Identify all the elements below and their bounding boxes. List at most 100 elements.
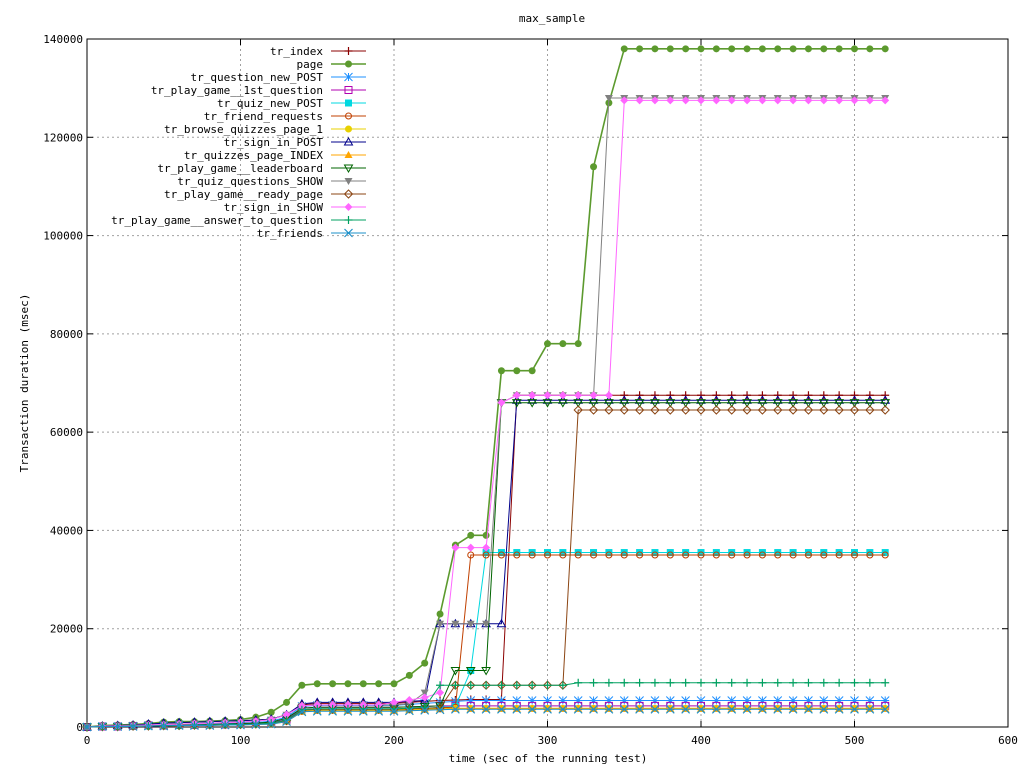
legend-label: tr_index — [270, 45, 323, 58]
data-point — [697, 549, 705, 557]
series-tr_friends — [82, 704, 890, 732]
data-point — [682, 45, 690, 53]
data-point — [420, 705, 430, 715]
data-point — [558, 680, 568, 690]
data-point — [174, 721, 184, 730]
data-point — [482, 620, 491, 628]
data-point — [681, 678, 690, 687]
data-point — [773, 696, 783, 705]
data-point — [758, 45, 766, 53]
data-point — [850, 678, 859, 687]
legend-marker — [345, 99, 352, 107]
data-point — [466, 696, 476, 705]
y-tick-label: 120000 — [43, 131, 83, 144]
data-point — [590, 549, 598, 557]
y-tick-label: 140000 — [43, 33, 83, 46]
data-point — [588, 405, 599, 415]
data-point — [680, 405, 691, 415]
data-point — [711, 405, 722, 415]
data-point — [574, 391, 583, 400]
data-point — [789, 96, 798, 105]
data-point — [573, 399, 584, 408]
data-point — [820, 45, 828, 53]
y-tick-label: 20000 — [50, 623, 83, 636]
data-point — [850, 704, 859, 712]
data-point — [774, 45, 782, 53]
data-point — [804, 704, 813, 714]
data-point — [820, 551, 828, 559]
data-point — [803, 405, 814, 415]
data-point — [789, 704, 798, 712]
data-point — [881, 549, 889, 557]
data-point — [834, 405, 844, 415]
legend-marker — [343, 164, 354, 174]
legend-marker — [344, 228, 353, 238]
legend-label: tr_quiz_new_POST — [217, 97, 323, 110]
data-point — [466, 680, 476, 690]
data-point — [696, 405, 706, 415]
y-axis-title: Transaction duration (msec) — [18, 294, 31, 473]
legend-entry: tr_friend_requests — [204, 110, 366, 123]
data-point — [666, 551, 674, 559]
data-point — [604, 678, 613, 687]
legend-entry: tr_sign_in_POST — [224, 136, 366, 149]
x-axis-title: time (sec of the running test) — [449, 752, 648, 765]
data-point — [451, 681, 460, 690]
legend-entry: tr_friends — [257, 227, 366, 240]
legend-label: tr_play_game__ready_page — [164, 188, 323, 201]
data-point — [712, 704, 721, 712]
data-point — [651, 45, 659, 53]
data-point — [712, 678, 721, 687]
data-point — [712, 45, 720, 53]
legend-label: tr_quiz_questions_SHOW — [177, 175, 323, 188]
data-point — [558, 681, 567, 690]
legend-entry: tr_sign_in_SHOW — [224, 201, 366, 214]
data-point — [788, 696, 798, 705]
data-point — [467, 551, 475, 559]
data-point — [772, 399, 783, 408]
data-point — [635, 96, 644, 105]
data-point — [481, 704, 491, 714]
data-point — [573, 704, 583, 714]
data-point — [544, 340, 551, 348]
legend-marker — [344, 203, 353, 211]
data-point — [727, 696, 737, 705]
data-point — [726, 405, 737, 415]
data-point — [497, 704, 506, 714]
data-point — [819, 405, 829, 415]
data-point — [436, 705, 445, 713]
data-point — [650, 399, 660, 408]
data-point — [835, 549, 843, 557]
data-point — [312, 706, 322, 716]
data-point — [866, 551, 874, 559]
data-point — [573, 696, 583, 705]
data-point — [743, 678, 752, 687]
data-point — [696, 399, 706, 408]
data-point — [128, 722, 138, 731]
data-point — [711, 704, 721, 714]
y-tick-label: 80000 — [50, 328, 83, 341]
data-point — [512, 391, 521, 400]
data-point — [850, 96, 859, 105]
data-point — [635, 704, 644, 712]
data-point — [466, 543, 475, 552]
data-point — [420, 693, 429, 702]
data-point — [451, 704, 460, 712]
legend-marker — [344, 86, 353, 94]
data-point — [482, 543, 491, 552]
data-point — [697, 96, 705, 105]
data-point — [665, 405, 676, 415]
data-point — [605, 551, 613, 559]
data-point — [436, 688, 445, 697]
data-point — [865, 678, 874, 687]
data-point — [282, 717, 291, 727]
data-point — [758, 678, 767, 687]
legend-marker — [343, 189, 354, 199]
data-point — [712, 551, 720, 559]
data-point — [451, 697, 460, 706]
data-point — [375, 680, 383, 688]
legend-entry: tr_quiz_new_POST — [217, 97, 366, 110]
data-point — [804, 704, 813, 712]
data-point — [451, 543, 460, 552]
data-point — [697, 678, 705, 687]
